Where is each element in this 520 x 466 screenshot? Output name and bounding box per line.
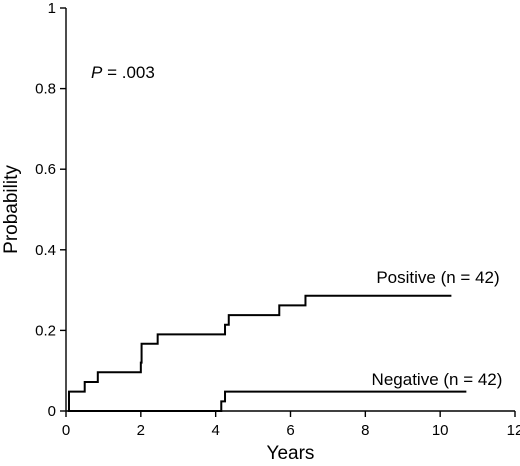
series-line-positive (67, 294, 452, 412)
labels: Probability Years P = .003 Positive (n =… (1, 63, 502, 464)
y-tick-label: 0.4 (35, 242, 56, 259)
p-value-annotation: P = .003 (91, 63, 155, 82)
series-line-negative (67, 390, 467, 412)
series-lines (67, 294, 467, 412)
x-tick-label: 12 (507, 422, 520, 439)
y-tick-label: 0 (48, 403, 56, 420)
p-value-symbol: P (91, 63, 103, 82)
x-tick-label: 10 (432, 422, 449, 439)
x-axis-title: Years (267, 443, 315, 464)
series-label-negative: Negative (n = 42) (372, 370, 503, 389)
y-tick-label: 0.8 (35, 81, 56, 98)
x-tick-label: 4 (211, 422, 219, 439)
y-axis-title: Probability (1, 165, 22, 254)
series-label-positive: Positive (n = 42) (376, 268, 499, 287)
x-tick-label: 6 (286, 422, 294, 439)
y-tick-label: 0.6 (35, 161, 56, 178)
x-tick-label: 2 (137, 422, 145, 439)
ticks: 00.20.40.60.810 2 4 6 8 10 12 (35, 0, 520, 439)
y-tick-label: 1 (48, 0, 56, 17)
x-tick-label: 8 (361, 422, 369, 439)
p-value-number: = .003 (102, 63, 154, 82)
y-tick-label: 0.2 (35, 322, 56, 339)
x-tick-label: 0 (62, 422, 70, 439)
